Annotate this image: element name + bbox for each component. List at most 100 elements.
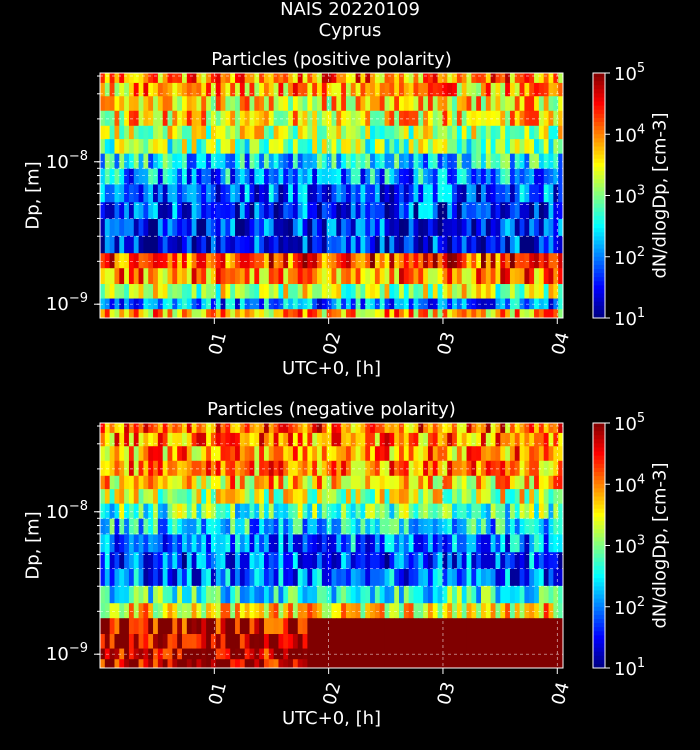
colorbar-segment	[593, 236, 605, 241]
heatmap-cell	[292, 284, 299, 299]
heatmap-cell	[321, 110, 328, 127]
heatmap-cell	[206, 634, 212, 649]
heatmap-cell	[389, 568, 395, 587]
heatmap-cell	[394, 432, 400, 447]
heatmap-cell	[379, 423, 385, 434]
heatmap-cell	[220, 309, 226, 319]
heatmap-cell	[263, 235, 270, 254]
colorbar-segment	[593, 643, 605, 649]
heatmap-cell	[331, 168, 337, 185]
heatmap-cell	[283, 552, 289, 570]
heatmap-cell	[432, 618, 438, 635]
heatmap-cell	[143, 432, 149, 447]
heatmap-cell	[529, 125, 535, 140]
heatmap-cell	[225, 423, 231, 434]
heatmap-cell	[312, 268, 318, 285]
heatmap-cell	[452, 125, 458, 140]
heatmap-cell	[254, 659, 260, 669]
heatmap-cell	[365, 153, 371, 170]
heatmap-cell	[403, 432, 410, 447]
heatmap-cell	[534, 253, 540, 269]
heatmap-cell	[538, 268, 545, 285]
heatmap-cell	[481, 585, 487, 604]
heatmap-cell	[529, 218, 535, 237]
heatmap-cell	[239, 268, 246, 285]
heatmap-cell	[302, 659, 308, 669]
heatmap-cell	[292, 648, 299, 660]
heatmap-cell	[408, 648, 414, 660]
heatmap-cell	[403, 423, 410, 434]
heatmap-cell	[128, 110, 135, 127]
heatmap-cell	[418, 603, 424, 619]
heatmap-cell	[244, 489, 250, 505]
heatmap-cell	[418, 82, 424, 97]
heatmap-cell	[534, 139, 540, 155]
heatmap-cell	[283, 73, 289, 84]
heatmap-cell	[461, 218, 467, 237]
heatmap-cell	[220, 298, 226, 310]
heatmap-cell	[191, 568, 197, 587]
heatmap-cell	[177, 125, 183, 140]
heatmap-cell	[427, 73, 434, 84]
heatmap-cell	[418, 309, 424, 319]
heatmap-cell	[399, 153, 405, 170]
heatmap-cell	[273, 552, 279, 570]
heatmap-cell	[548, 659, 554, 669]
heatmap-cell	[104, 73, 111, 84]
heatmap-cell	[476, 125, 482, 140]
heatmap-cell	[312, 503, 318, 520]
heatmap-cell	[505, 268, 511, 285]
heatmap-cell	[148, 518, 154, 535]
heatmap-cell	[538, 284, 545, 299]
heatmap-cell	[288, 309, 294, 319]
heatmap-cell	[239, 218, 246, 237]
heatmap-cell	[519, 475, 525, 490]
heatmap-cell	[153, 475, 159, 490]
heatmap-cell	[206, 110, 212, 127]
heatmap-cell	[437, 284, 443, 299]
heatmap-cell	[456, 603, 463, 619]
heatmap-cell	[307, 475, 313, 490]
heatmap-cell	[538, 82, 545, 97]
heatmap-cell	[167, 603, 173, 619]
heatmap-cell	[543, 552, 549, 570]
heatmap-cell	[418, 475, 424, 490]
heatmap-cell	[268, 518, 275, 535]
colorbar-tick-label: 104	[614, 122, 645, 146]
colorbar-segment	[593, 113, 605, 119]
heatmap-cell	[456, 125, 463, 140]
heatmap-cell	[476, 603, 482, 619]
heatmap-cell	[167, 460, 173, 477]
heatmap-cell	[191, 309, 197, 319]
heatmap-cell	[167, 534, 173, 553]
heatmap-cell	[432, 446, 438, 462]
heatmap-cell	[109, 552, 115, 570]
heatmap-cell	[196, 298, 202, 310]
heatmap-cell	[413, 518, 419, 535]
heatmap-cell	[244, 618, 250, 635]
heatmap-cell	[109, 503, 115, 520]
heatmap-cell	[268, 475, 275, 490]
heatmap-cell	[427, 659, 434, 669]
heatmap-cell	[235, 153, 241, 170]
heatmap-cell	[500, 218, 506, 237]
heatmap-cell	[538, 153, 545, 170]
heatmap-cell	[350, 82, 357, 97]
colorbar-segment	[593, 273, 605, 278]
heatmap-cell	[119, 489, 125, 505]
heatmap-cell	[509, 218, 516, 237]
heatmap-cell	[167, 518, 173, 535]
heatmap-cell	[331, 309, 337, 319]
heatmap-cell	[481, 446, 487, 462]
colorbar-segment	[593, 451, 605, 457]
heatmap-cell	[432, 139, 438, 155]
heatmap-cell	[442, 552, 448, 570]
heatmap-cell	[345, 634, 352, 649]
heatmap-cell	[283, 139, 289, 155]
heatmap-cell	[500, 446, 506, 462]
heatmap-cell	[162, 202, 168, 220]
colorbar-segment	[593, 590, 605, 595]
heatmap-cell	[181, 309, 188, 319]
heatmap-cell	[471, 125, 477, 140]
heatmap-cell	[235, 432, 241, 447]
